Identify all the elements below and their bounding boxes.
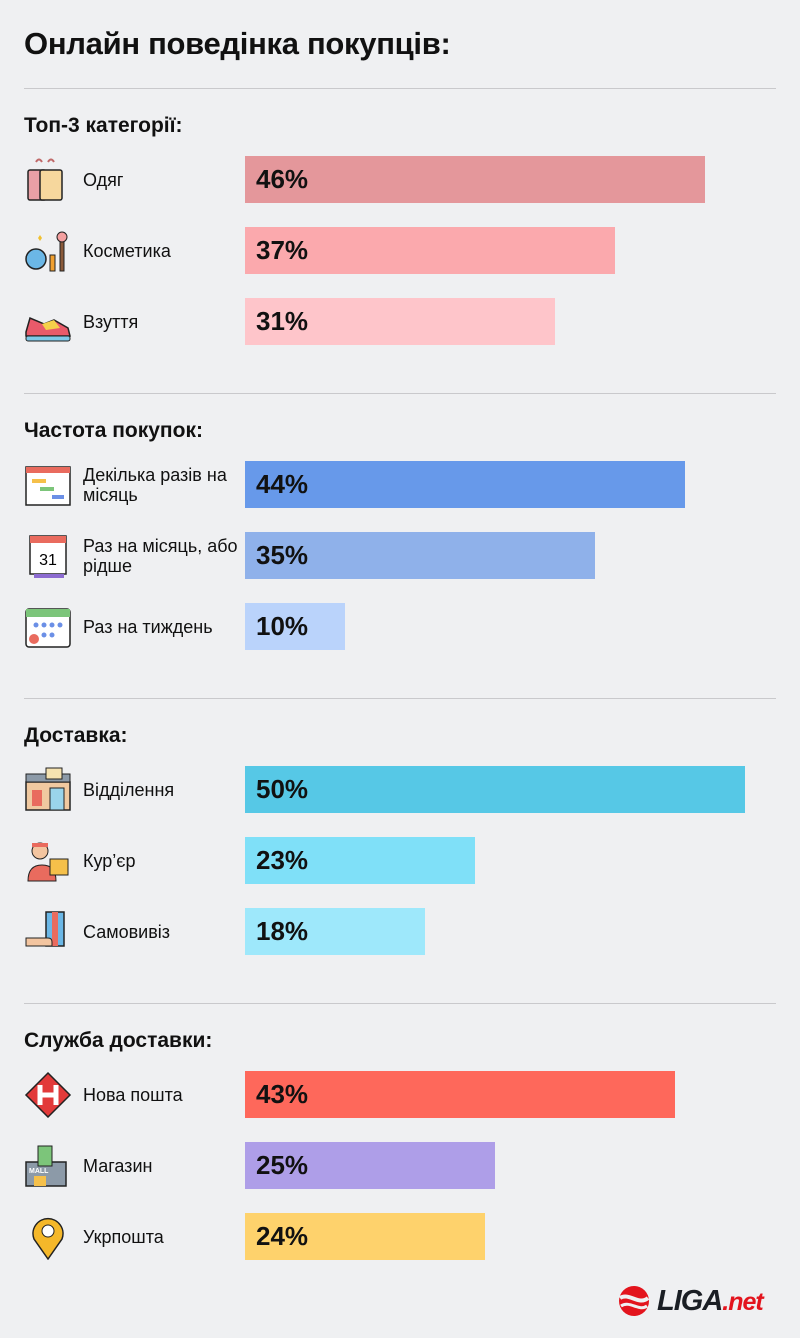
bar-label: Кур’єр (83, 850, 136, 871)
bar-row: MALL Магазин 25% (24, 1142, 776, 1189)
bar-value-label: 44% (256, 469, 309, 499)
section-divider (24, 88, 776, 89)
bar-row: 31 Раз на місяць, або рідше 35% (24, 532, 776, 579)
bar: 23% (245, 837, 475, 884)
section-title: Топ-3 категорії: (24, 114, 183, 137)
cosmetics-icon (24, 227, 72, 274)
bar: 31% (245, 298, 555, 345)
bar-label: Самовивіз (83, 921, 171, 942)
sneaker-icon (24, 298, 72, 345)
bar-value-label: 23% (256, 845, 309, 875)
section-title: Доставка: (24, 724, 128, 747)
bar: 24% (245, 1213, 485, 1260)
bar: 37% (245, 227, 615, 274)
bar: 25% (245, 1142, 495, 1189)
liga-logo: LIGA.net (617, 1284, 764, 1318)
gantt-calendar-icon (24, 461, 72, 508)
bar-row: Взуття 31% (24, 298, 776, 345)
svg-text:31: 31 (39, 552, 57, 569)
logo-text: LIGA (657, 1284, 723, 1317)
logo-suffix: .net (722, 1287, 763, 1316)
bar-row: Косметика 37% (24, 227, 776, 274)
bar-value-label: 25% (256, 1150, 309, 1180)
bar-value-label: 35% (256, 540, 309, 570)
bar-value-label: 10% (256, 611, 309, 641)
bar-row: Декілька разів на місяць 44% (24, 461, 776, 508)
bar-row: Нова пошта 43% (24, 1071, 776, 1119)
bar-value-label: 50% (256, 774, 309, 804)
nova-poshta-icon (24, 1071, 72, 1119)
bar: 43% (245, 1071, 675, 1118)
liga-globe-icon (618, 1286, 650, 1316)
bar-row: Відділення 50% (24, 766, 776, 813)
pickup-icon (24, 908, 72, 955)
section-title: Служба доставки: (24, 1029, 213, 1052)
section-divider (24, 698, 776, 699)
bar-value-label: 46% (256, 164, 309, 194)
section-divider (24, 393, 776, 394)
post-office-icon (24, 766, 72, 813)
bar-label: Укрпошта (83, 1226, 164, 1247)
bar-label: Нова пошта (83, 1084, 183, 1105)
calendar-check-icon (24, 603, 72, 650)
bar-row: Самовивіз 18% (24, 908, 776, 955)
bar-row: Кур’єр 23% (24, 837, 776, 884)
bar-label: Відділення (83, 779, 175, 800)
mall-icon: MALL (24, 1142, 72, 1189)
bar-row: Одяг 46% (24, 156, 776, 203)
bar-row: Укрпошта 24% (24, 1213, 776, 1261)
bar-value-label: 18% (256, 916, 309, 946)
map-pin-icon (24, 1213, 72, 1261)
section-divider (24, 1003, 776, 1004)
bar-label: Взуття (83, 311, 139, 332)
calendar-31-icon: 31 (24, 532, 72, 579)
bar: 50% (245, 766, 745, 813)
bar: 18% (245, 908, 425, 955)
bar-row: Раз на тиждень 10% (24, 603, 776, 650)
bar-value-label: 43% (256, 1079, 309, 1109)
page-title: Онлайн поведінка покупців: (24, 26, 451, 61)
bar-label: Декілька разів на місяць (83, 464, 227, 505)
bar-label: Одяг (83, 169, 124, 190)
courier-icon (24, 837, 72, 884)
bar-value-label: 24% (256, 1221, 309, 1251)
bar-value-label: 37% (256, 235, 309, 265)
bar-label: Раз на тиждень (83, 616, 213, 637)
clothes-icon (24, 156, 72, 203)
bar: 35% (245, 532, 595, 579)
bar: 10% (245, 603, 345, 650)
bar-label: Раз на місяць, або рідше (83, 535, 238, 576)
bar: 46% (245, 156, 705, 203)
bar-value-label: 31% (256, 306, 309, 336)
svg-text:MALL: MALL (29, 1168, 49, 1175)
bar-label: Косметика (83, 240, 171, 261)
bar-label: Магазин (83, 1155, 153, 1176)
bar: 44% (245, 461, 685, 508)
section-title: Частота покупок: (24, 419, 203, 442)
